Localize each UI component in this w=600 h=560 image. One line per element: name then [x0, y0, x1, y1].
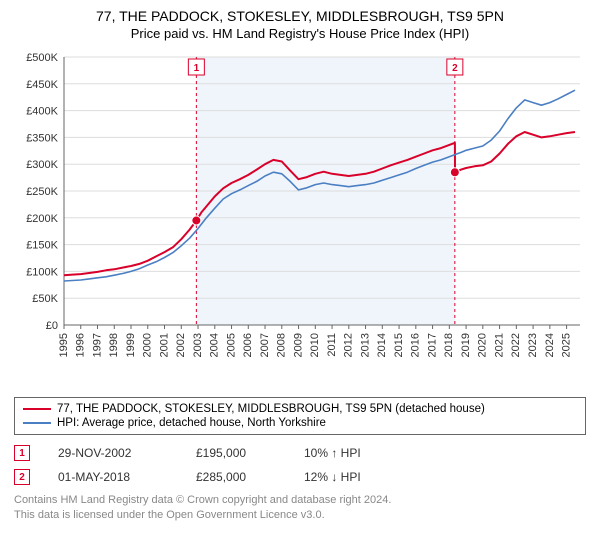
sale-date-2: 01-MAY-2018: [58, 470, 168, 484]
chart-subtitle: Price paid vs. HM Land Registry's House …: [12, 26, 588, 41]
svg-text:£250K: £250K: [26, 186, 58, 198]
svg-text:1997: 1997: [91, 333, 103, 357]
svg-text:£200K: £200K: [26, 213, 58, 225]
svg-text:2017: 2017: [426, 333, 438, 357]
sale-delta-2: 12% ↓ HPI: [304, 470, 361, 484]
svg-text:2014: 2014: [376, 333, 388, 357]
sale-price-2: £285,000: [196, 470, 276, 484]
sale-marker-2: 2: [14, 469, 30, 485]
svg-text:1995: 1995: [58, 333, 70, 357]
legend: 77, THE PADDOCK, STOKESLEY, MIDDLESBROUG…: [14, 397, 586, 435]
svg-text:2009: 2009: [292, 333, 304, 357]
svg-text:£50K: £50K: [32, 293, 58, 305]
svg-text:£150K: £150K: [26, 240, 58, 252]
legend-row-hpi: HPI: Average price, detached house, Nort…: [23, 416, 577, 430]
svg-text:2010: 2010: [309, 333, 321, 357]
svg-text:2023: 2023: [527, 333, 539, 357]
legend-swatch-hpi: [23, 422, 51, 424]
sale-row-2: 2 01-MAY-2018 £285,000 12% ↓ HPI: [12, 463, 588, 487]
svg-text:2: 2: [452, 63, 458, 74]
svg-text:2012: 2012: [343, 333, 355, 357]
svg-text:2011: 2011: [326, 333, 338, 357]
svg-text:2001: 2001: [158, 333, 170, 357]
svg-text:£100K: £100K: [26, 266, 58, 278]
svg-text:2003: 2003: [192, 333, 204, 357]
svg-text:2025: 2025: [561, 333, 573, 357]
svg-text:£400K: £400K: [26, 106, 58, 118]
svg-text:2022: 2022: [510, 333, 522, 357]
legend-swatch-property: [23, 408, 51, 410]
sale-row-1: 1 29-NOV-2002 £195,000 10% ↑ HPI: [12, 439, 588, 463]
svg-text:2005: 2005: [225, 333, 237, 357]
svg-text:£300K: £300K: [26, 159, 58, 171]
sale-marker-1: 1: [14, 445, 30, 461]
svg-text:2015: 2015: [393, 333, 405, 357]
sale-date-1: 29-NOV-2002: [58, 446, 168, 460]
svg-text:2008: 2008: [276, 333, 288, 357]
svg-text:1999: 1999: [125, 333, 137, 357]
svg-text:2004: 2004: [209, 333, 221, 357]
svg-text:£450K: £450K: [26, 79, 58, 91]
svg-text:£500K: £500K: [26, 52, 58, 64]
chart-svg: £0 £50K £100K £150K £200K £250K £300K £350K £400…: [12, 49, 588, 389]
footnote-line-2: This data is licensed under the Open Gov…: [14, 508, 586, 523]
legend-label-property: 77, THE PADDOCK, STOKESLEY, MIDDLESBROUG…: [57, 403, 485, 415]
svg-text:£0: £0: [46, 320, 58, 332]
svg-text:2018: 2018: [443, 333, 455, 357]
line-chart: £0 £50K £100K £150K £200K £250K £300K £350K £400…: [12, 49, 588, 389]
svg-text:1: 1: [194, 63, 200, 74]
svg-text:2020: 2020: [477, 333, 489, 357]
svg-text:2002: 2002: [175, 333, 187, 357]
svg-text:2019: 2019: [460, 333, 472, 357]
chart-title: 77, THE PADDOCK, STOKESLEY, MIDDLESBROUG…: [12, 8, 588, 24]
svg-text:1996: 1996: [75, 333, 87, 357]
svg-text:2024: 2024: [544, 333, 556, 357]
legend-row-property: 77, THE PADDOCK, STOKESLEY, MIDDLESBROUG…: [23, 402, 577, 416]
sale-delta-1: 10% ↑ HPI: [304, 446, 361, 460]
svg-text:2021: 2021: [493, 333, 505, 357]
svg-text:2000: 2000: [142, 333, 154, 357]
legend-label-hpi: HPI: Average price, detached house, Nort…: [57, 417, 326, 429]
chart-container: { "title": "77, THE PADDOCK, STOKESLEY, …: [0, 0, 600, 535]
svg-text:2016: 2016: [410, 333, 422, 357]
svg-text:2007: 2007: [259, 333, 271, 357]
footnote: Contains HM Land Registry data © Crown c…: [12, 487, 588, 527]
sale-price-1: £195,000: [196, 446, 276, 460]
svg-text:2013: 2013: [359, 333, 371, 357]
svg-text:2006: 2006: [242, 333, 254, 357]
svg-text:1998: 1998: [108, 333, 120, 357]
svg-text:£350K: £350K: [26, 132, 58, 144]
footnote-line-1: Contains HM Land Registry data © Crown c…: [14, 493, 586, 508]
